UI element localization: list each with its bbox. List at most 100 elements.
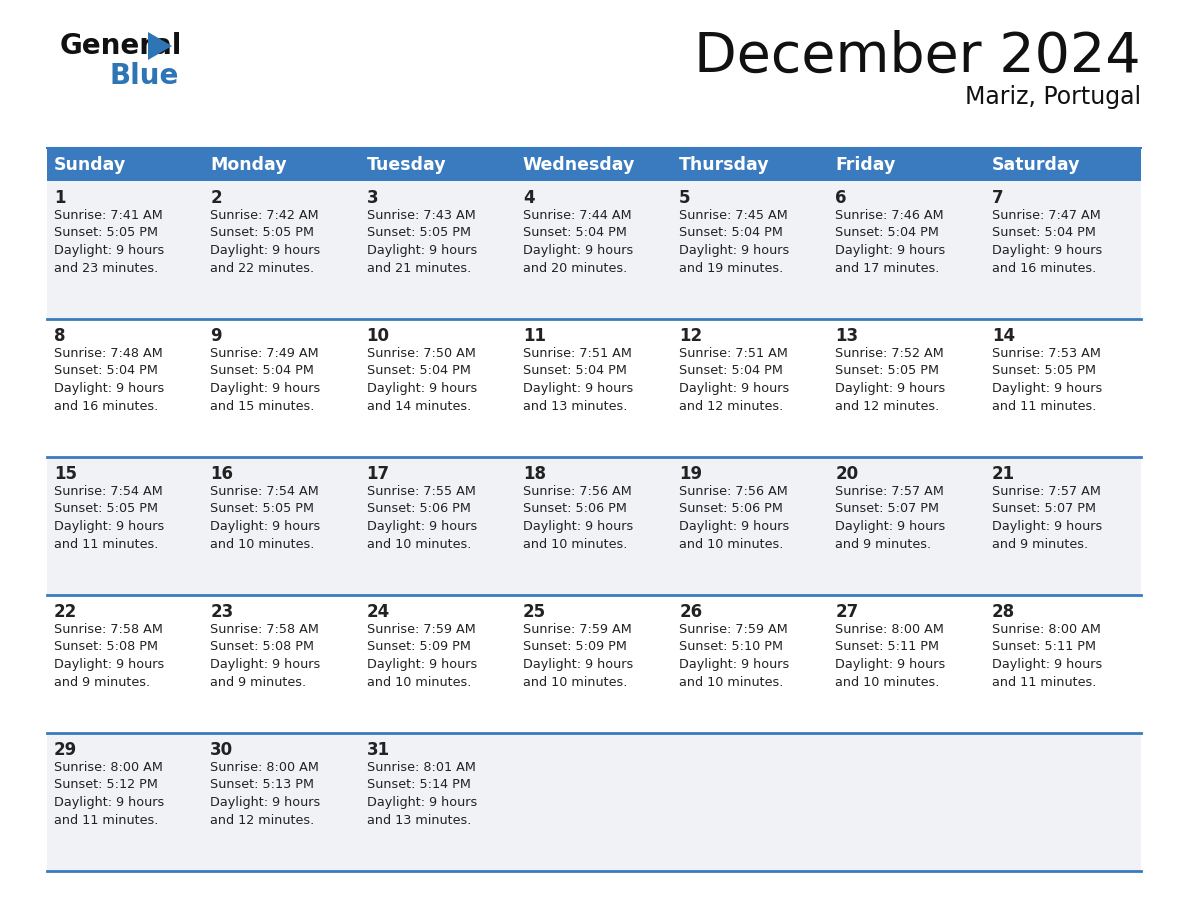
Text: Sunrise: 7:43 AM: Sunrise: 7:43 AM: [367, 209, 475, 222]
Text: Daylight: 9 hours: Daylight: 9 hours: [53, 244, 164, 257]
Bar: [48, 148, 1140, 181]
Text: and 10 minutes.: and 10 minutes.: [523, 676, 627, 688]
Text: Sunset: 5:04 PM: Sunset: 5:04 PM: [835, 227, 940, 240]
Text: Sunset: 5:04 PM: Sunset: 5:04 PM: [53, 364, 158, 377]
Bar: [48, 457, 1140, 595]
Text: Thursday: Thursday: [680, 155, 770, 174]
Text: and 9 minutes.: and 9 minutes.: [53, 676, 150, 688]
Text: 21: 21: [992, 465, 1015, 483]
Text: and 9 minutes.: and 9 minutes.: [835, 538, 931, 551]
Text: 11: 11: [523, 327, 545, 345]
Text: Sunrise: 7:46 AM: Sunrise: 7:46 AM: [835, 209, 944, 222]
Text: and 17 minutes.: and 17 minutes.: [835, 262, 940, 274]
Text: Sunrise: 8:00 AM: Sunrise: 8:00 AM: [53, 761, 163, 774]
Text: Daylight: 9 hours: Daylight: 9 hours: [53, 520, 164, 533]
Text: and 10 minutes.: and 10 minutes.: [680, 676, 784, 688]
Text: General: General: [61, 32, 183, 60]
Text: Sunset: 5:05 PM: Sunset: 5:05 PM: [210, 227, 315, 240]
Text: Daylight: 9 hours: Daylight: 9 hours: [210, 244, 321, 257]
Text: 29: 29: [53, 741, 77, 759]
Text: and 10 minutes.: and 10 minutes.: [680, 538, 784, 551]
Text: and 9 minutes.: and 9 minutes.: [210, 676, 307, 688]
Text: Sunday: Sunday: [53, 155, 126, 174]
Text: December 2024: December 2024: [694, 30, 1140, 84]
Text: and 16 minutes.: and 16 minutes.: [53, 399, 158, 412]
Text: Sunrise: 7:59 AM: Sunrise: 7:59 AM: [680, 623, 788, 636]
Text: Sunrise: 7:45 AM: Sunrise: 7:45 AM: [680, 209, 788, 222]
Text: Sunrise: 7:51 AM: Sunrise: 7:51 AM: [523, 347, 632, 360]
Text: Daylight: 9 hours: Daylight: 9 hours: [53, 658, 164, 671]
Text: Daylight: 9 hours: Daylight: 9 hours: [835, 244, 946, 257]
Text: Sunset: 5:14 PM: Sunset: 5:14 PM: [367, 778, 470, 791]
Text: Sunset: 5:08 PM: Sunset: 5:08 PM: [210, 641, 315, 654]
Text: Daylight: 9 hours: Daylight: 9 hours: [367, 382, 476, 395]
Text: Sunrise: 7:42 AM: Sunrise: 7:42 AM: [210, 209, 318, 222]
Text: and 16 minutes.: and 16 minutes.: [992, 262, 1097, 274]
Text: Sunset: 5:07 PM: Sunset: 5:07 PM: [835, 502, 940, 516]
Text: and 10 minutes.: and 10 minutes.: [367, 676, 470, 688]
Text: 6: 6: [835, 189, 847, 207]
Text: 30: 30: [210, 741, 233, 759]
Text: and 13 minutes.: and 13 minutes.: [523, 399, 627, 412]
Text: Sunset: 5:04 PM: Sunset: 5:04 PM: [992, 227, 1095, 240]
Text: Daylight: 9 hours: Daylight: 9 hours: [53, 382, 164, 395]
Text: 22: 22: [53, 603, 77, 621]
Text: Daylight: 9 hours: Daylight: 9 hours: [523, 658, 633, 671]
Text: and 11 minutes.: and 11 minutes.: [992, 399, 1097, 412]
Text: Sunrise: 7:44 AM: Sunrise: 7:44 AM: [523, 209, 632, 222]
Text: Sunrise: 7:49 AM: Sunrise: 7:49 AM: [210, 347, 318, 360]
Text: Sunrise: 8:00 AM: Sunrise: 8:00 AM: [835, 623, 944, 636]
Text: Daylight: 9 hours: Daylight: 9 hours: [680, 520, 789, 533]
Text: Monday: Monday: [210, 155, 287, 174]
Text: Sunset: 5:05 PM: Sunset: 5:05 PM: [835, 364, 940, 377]
Text: Sunrise: 7:58 AM: Sunrise: 7:58 AM: [210, 623, 320, 636]
Text: Sunset: 5:08 PM: Sunset: 5:08 PM: [53, 641, 158, 654]
Text: 4: 4: [523, 189, 535, 207]
Text: Sunrise: 7:55 AM: Sunrise: 7:55 AM: [367, 485, 475, 498]
Bar: [48, 319, 1140, 457]
Text: Sunrise: 7:48 AM: Sunrise: 7:48 AM: [53, 347, 163, 360]
Text: and 14 minutes.: and 14 minutes.: [367, 399, 470, 412]
Text: Sunrise: 7:56 AM: Sunrise: 7:56 AM: [523, 485, 632, 498]
Text: Daylight: 9 hours: Daylight: 9 hours: [680, 244, 789, 257]
Text: Sunset: 5:05 PM: Sunset: 5:05 PM: [210, 502, 315, 516]
Text: Sunset: 5:05 PM: Sunset: 5:05 PM: [367, 227, 470, 240]
Text: and 10 minutes.: and 10 minutes.: [523, 538, 627, 551]
Text: Tuesday: Tuesday: [367, 155, 447, 174]
Text: 10: 10: [367, 327, 390, 345]
Text: and 13 minutes.: and 13 minutes.: [367, 813, 470, 826]
Bar: [48, 733, 1140, 871]
Text: Sunset: 5:04 PM: Sunset: 5:04 PM: [367, 364, 470, 377]
Text: Daylight: 9 hours: Daylight: 9 hours: [992, 658, 1102, 671]
Text: Daylight: 9 hours: Daylight: 9 hours: [992, 520, 1102, 533]
Text: and 12 minutes.: and 12 minutes.: [210, 813, 315, 826]
Text: and 12 minutes.: and 12 minutes.: [835, 399, 940, 412]
Text: Sunset: 5:04 PM: Sunset: 5:04 PM: [680, 364, 783, 377]
Text: Sunset: 5:13 PM: Sunset: 5:13 PM: [210, 778, 315, 791]
Text: 2: 2: [210, 189, 222, 207]
Text: Sunset: 5:04 PM: Sunset: 5:04 PM: [523, 364, 627, 377]
Text: 17: 17: [367, 465, 390, 483]
Text: Sunrise: 7:54 AM: Sunrise: 7:54 AM: [210, 485, 320, 498]
Text: 18: 18: [523, 465, 545, 483]
Text: Daylight: 9 hours: Daylight: 9 hours: [523, 244, 633, 257]
Text: Sunset: 5:05 PM: Sunset: 5:05 PM: [53, 502, 158, 516]
Text: Sunrise: 7:54 AM: Sunrise: 7:54 AM: [53, 485, 163, 498]
Text: 12: 12: [680, 327, 702, 345]
Text: Sunset: 5:07 PM: Sunset: 5:07 PM: [992, 502, 1095, 516]
Text: Daylight: 9 hours: Daylight: 9 hours: [53, 796, 164, 809]
Text: Friday: Friday: [835, 155, 896, 174]
Text: and 11 minutes.: and 11 minutes.: [992, 676, 1097, 688]
Text: Sunrise: 7:53 AM: Sunrise: 7:53 AM: [992, 347, 1100, 360]
Text: Daylight: 9 hours: Daylight: 9 hours: [210, 796, 321, 809]
Text: Sunset: 5:11 PM: Sunset: 5:11 PM: [992, 641, 1095, 654]
Polygon shape: [148, 32, 172, 60]
Text: and 23 minutes.: and 23 minutes.: [53, 262, 158, 274]
Text: Sunset: 5:06 PM: Sunset: 5:06 PM: [523, 502, 627, 516]
Text: and 10 minutes.: and 10 minutes.: [367, 538, 470, 551]
Text: 13: 13: [835, 327, 859, 345]
Text: and 21 minutes.: and 21 minutes.: [367, 262, 470, 274]
Text: Sunrise: 7:41 AM: Sunrise: 7:41 AM: [53, 209, 163, 222]
Bar: [48, 181, 1140, 319]
Text: Sunrise: 7:47 AM: Sunrise: 7:47 AM: [992, 209, 1100, 222]
